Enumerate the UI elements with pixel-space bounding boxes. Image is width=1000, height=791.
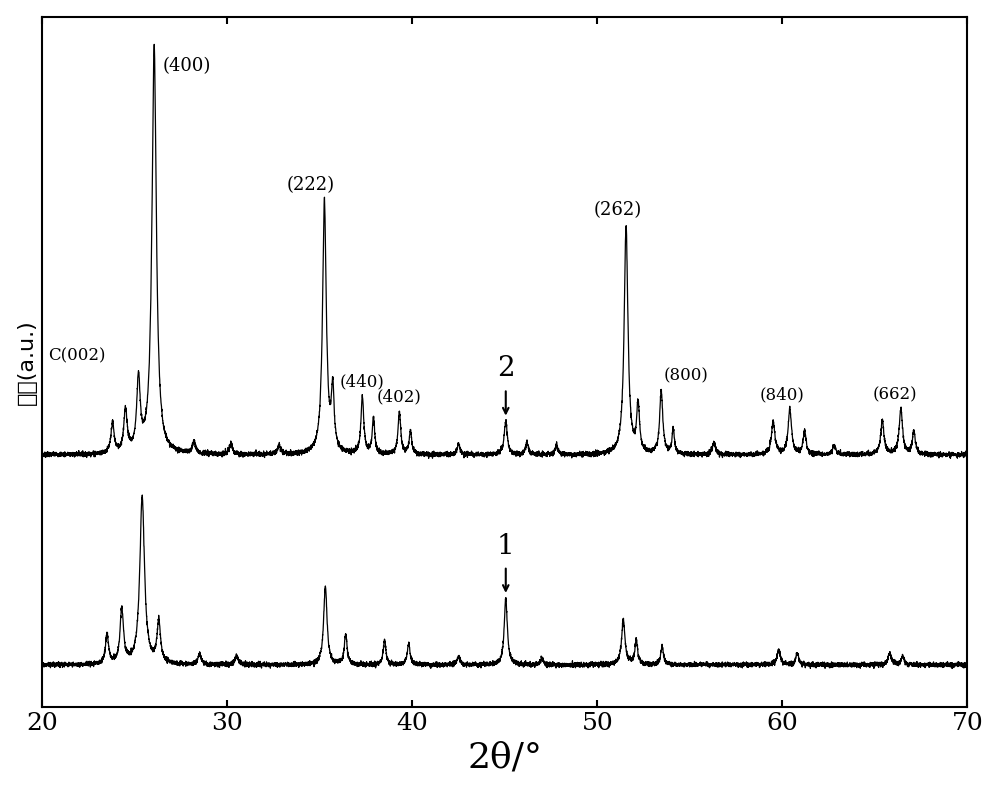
X-axis label: 2θ/°: 2θ/° (467, 740, 542, 774)
Text: (222): (222) (286, 176, 335, 194)
Text: C(002): C(002) (48, 348, 105, 365)
Text: (662): (662) (873, 386, 918, 403)
Text: 2: 2 (497, 355, 515, 383)
Text: (440): (440) (340, 373, 385, 390)
Y-axis label: 强度(a.u.): 强度(a.u.) (17, 319, 37, 405)
Text: (840): (840) (760, 386, 805, 403)
Text: (400): (400) (163, 57, 211, 75)
Text: (262): (262) (594, 202, 642, 220)
Text: 1: 1 (497, 533, 515, 560)
Text: (800): (800) (664, 367, 709, 384)
Text: (402): (402) (377, 389, 422, 406)
